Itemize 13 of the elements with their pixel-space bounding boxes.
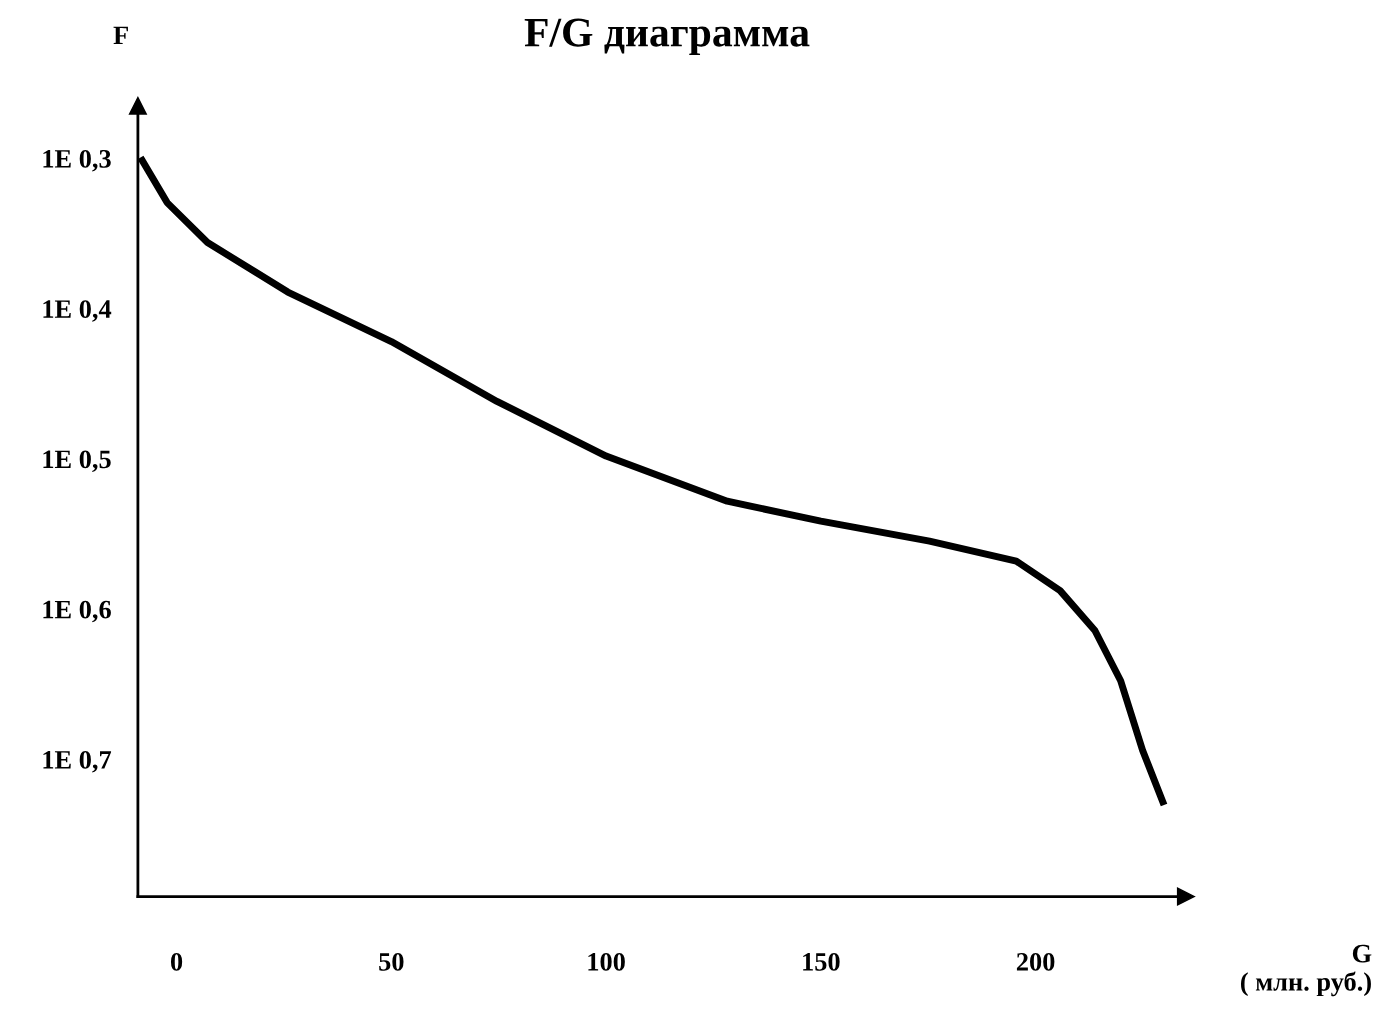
text: 1E 0,6: [43, 600, 111, 623]
text: 1E 0,3: [43, 149, 111, 172]
x-tick-label: 0: [170, 952, 183, 971]
x-tick-label: 50: [379, 952, 404, 971]
x-axis-title: G ( млн. руб.): [1240, 944, 1372, 997]
text: 1E 0,4: [43, 300, 112, 322]
x-tick-label: 150: [803, 952, 840, 971]
x-tick-label: 100: [588, 952, 625, 971]
text: 1E 0,5: [43, 450, 111, 473]
x-tick-label: 200: [1016, 952, 1055, 971]
chart-title: F/G диаграмма: [524, 18, 810, 56]
text: 1E 0,7: [43, 750, 112, 773]
y-axis-title: F: [113, 26, 128, 44]
